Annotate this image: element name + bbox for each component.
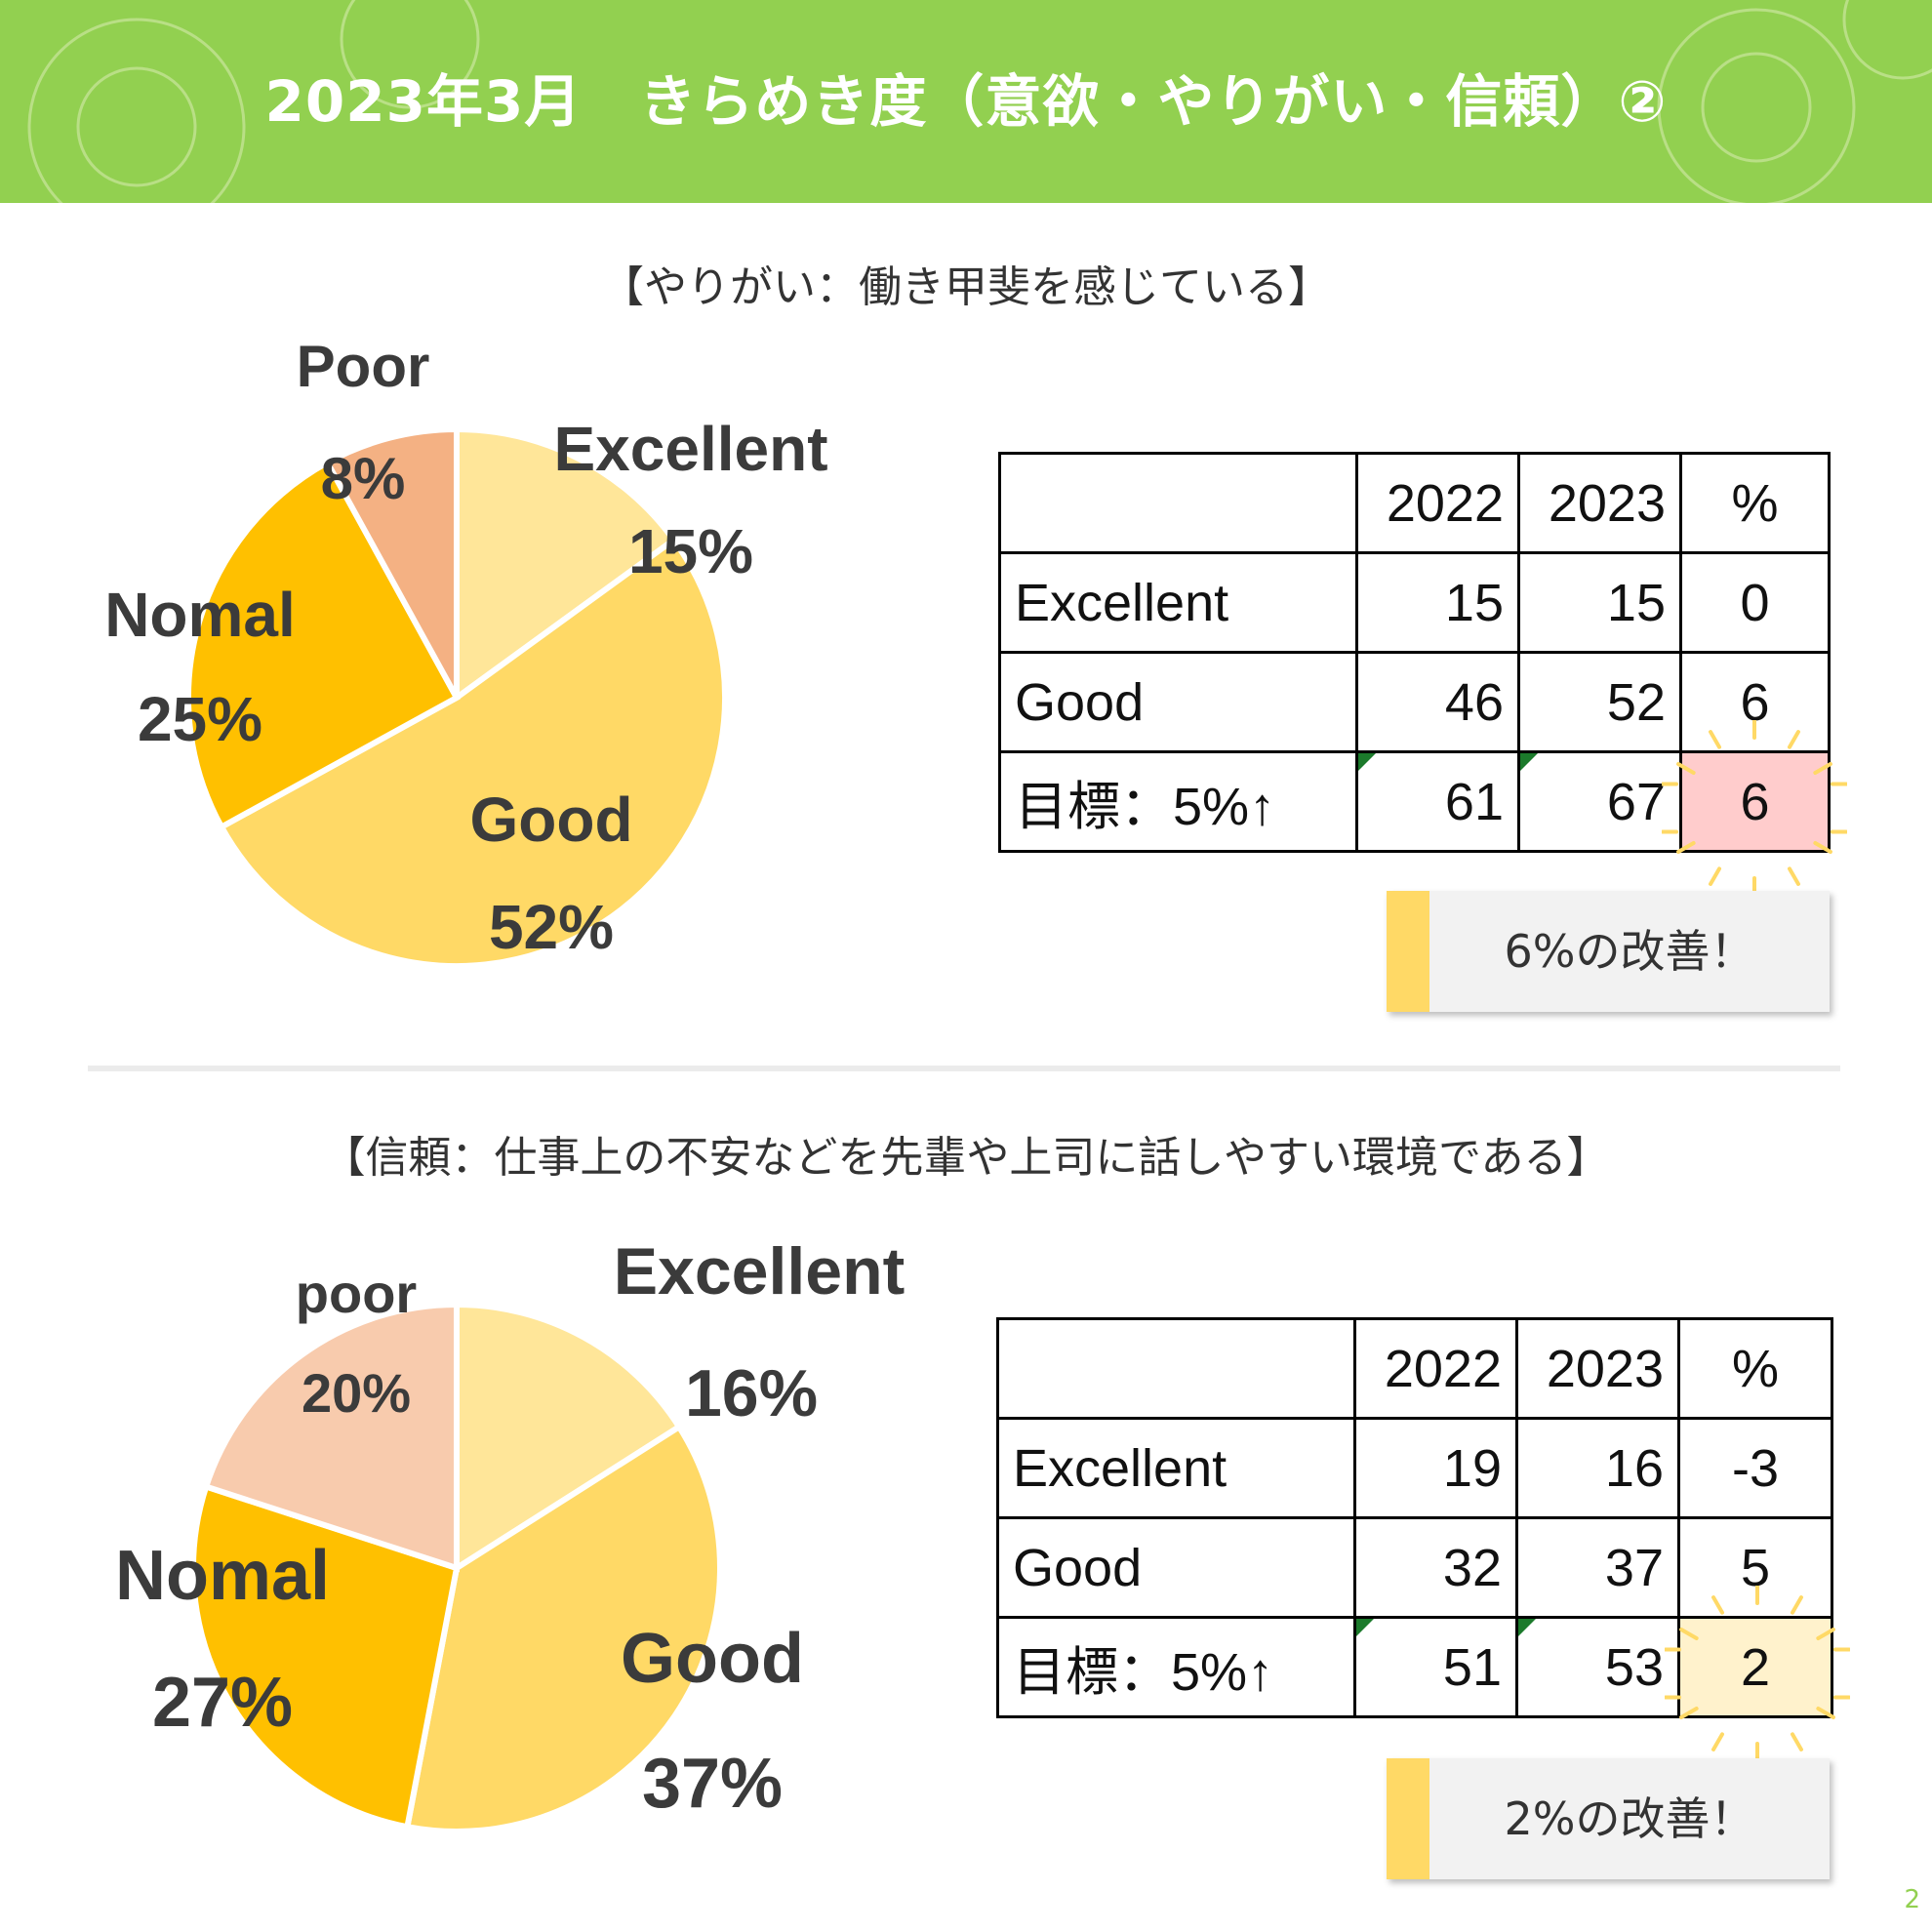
pie-slice-excellent [454, 1301, 684, 1574]
slice-name-label: Nomal [115, 1537, 330, 1615]
table-row: 目標：5%↑ 51 53 2 [996, 1616, 1833, 1718]
highlighted-cell: 2 [1677, 1616, 1833, 1718]
page-title: 2023年3月 きらめき度（意欲・やりがい・信頼）② [264, 68, 1668, 135]
pie-slice-good [217, 536, 728, 969]
slice-percent-label: 20% [302, 1362, 411, 1424]
slice-name-label: Excellent [614, 1234, 906, 1308]
slice-percent-label: 27% [152, 1664, 293, 1742]
slice-percent-label: 15% [628, 516, 753, 586]
table-header-cell [998, 452, 1358, 554]
slice-percent-label: 52% [489, 892, 614, 962]
table-cell: 目標：5%↑ [996, 1616, 1356, 1718]
table-cell: Good [998, 651, 1358, 753]
table-cell: 46 [1355, 651, 1520, 753]
pie-slice-nomal [185, 458, 462, 831]
section-title-motivation: 【やりがい：働き甲斐を感じている】 [601, 262, 1331, 312]
pie-slice-poor [323, 425, 460, 700]
slice-percent-label: 16% [685, 1356, 818, 1430]
table-header-cell: 2023 [1517, 452, 1682, 554]
table-row: Excellent 19 16 -3 [996, 1417, 1833, 1519]
callout-accent-bar [1387, 891, 1429, 1012]
table-cell: 32 [1353, 1516, 1518, 1619]
table-cell: 53 [1515, 1616, 1680, 1718]
table-header-cell: 2023 [1515, 1317, 1680, 1420]
slice-name-label: Excellent [553, 414, 827, 484]
callout-accent-bar [1387, 1758, 1429, 1879]
table-cell: 16 [1515, 1417, 1680, 1519]
pie-slice-nomal [190, 1482, 461, 1831]
table-cell: 61 [1355, 750, 1520, 853]
pie-chart-trust: Excellent 16% Good 37% Nomal 27% poor 20% [115, 1234, 906, 1834]
slice-percent-label: 8% [321, 446, 406, 511]
pie-chart-motivation: Excellent 15% Good 52% Nomal 25% Poor 8% [104, 334, 828, 969]
table-cell: 5 [1677, 1516, 1833, 1619]
table-row: Good 46 52 6 [998, 651, 1831, 753]
table-cell: 15 [1355, 551, 1520, 654]
section-divider [88, 1066, 1840, 1071]
pie-slice-poor [202, 1301, 460, 1573]
table-cell: Good [996, 1516, 1356, 1619]
slice-name-label: Poor [297, 334, 430, 399]
table-cell: 目標：5%↑ [998, 750, 1358, 853]
table-cell: -3 [1677, 1417, 1833, 1519]
highlighted-cell: 6 [1679, 750, 1831, 853]
table-cell: Excellent [998, 551, 1358, 654]
improvement-callout: 2%の改善！ [1387, 1758, 1830, 1879]
callout-text: 2%の改善！ [1504, 1792, 1755, 1845]
sunflower-decoration-icon [27, 0, 1932, 203]
table-cell: 67 [1517, 750, 1682, 853]
pie-slice-excellent [454, 425, 678, 704]
comparison-table-trust: 2022 2023 % Excellent 19 16 -3 Good 32 3… [996, 1317, 1833, 1718]
slice-name-label: Nomal [104, 580, 296, 650]
comparison-table-motivation: 2022 2023 % Excellent 15 15 0 Good 46 52… [998, 452, 1831, 853]
table-cell: 52 [1517, 651, 1682, 753]
table-cell: 0 [1679, 551, 1831, 654]
table-header-cell: 2022 [1355, 452, 1520, 554]
table-header-cell [996, 1317, 1356, 1420]
table-cell: 37 [1515, 1516, 1680, 1619]
table-cell: 15 [1517, 551, 1682, 654]
improvement-callout: 6%の改善！ [1387, 891, 1830, 1012]
table-row: 目標：5%↑ 61 67 6 [998, 750, 1831, 853]
table-header-row: 2022 2023 % [996, 1317, 1833, 1420]
table-header-row: 2022 2023 % [998, 452, 1831, 554]
slice-name-label: Good [621, 1620, 804, 1698]
slice-name-label: poor [296, 1263, 417, 1324]
table-cell: 6 [1679, 651, 1831, 753]
table-row: Good 32 37 5 [996, 1516, 1833, 1619]
table-row: Excellent 15 15 0 [998, 551, 1831, 654]
table-cell: 51 [1353, 1616, 1518, 1718]
page-number: 2 [1904, 1885, 1920, 1914]
table-cell: 19 [1353, 1417, 1518, 1519]
callout-text: 6%の改善！ [1504, 925, 1755, 978]
section-title-trust: 【信頼：仕事上の不安などを先輩や上司に話しやすい環境である】 [322, 1133, 1610, 1183]
slice-percent-label: 25% [138, 684, 262, 754]
table-header-cell: % [1679, 452, 1831, 554]
header-banner: 2023年3月 きらめき度（意欲・やりがい・信頼）② [0, 0, 1932, 203]
slice-percent-label: 37% [642, 1745, 783, 1823]
pie-slice-good [403, 1423, 723, 1834]
table-header-cell: 2022 [1353, 1317, 1518, 1420]
table-cell: Excellent [996, 1417, 1356, 1519]
slice-name-label: Good [469, 785, 632, 855]
table-header-cell: % [1677, 1317, 1833, 1420]
